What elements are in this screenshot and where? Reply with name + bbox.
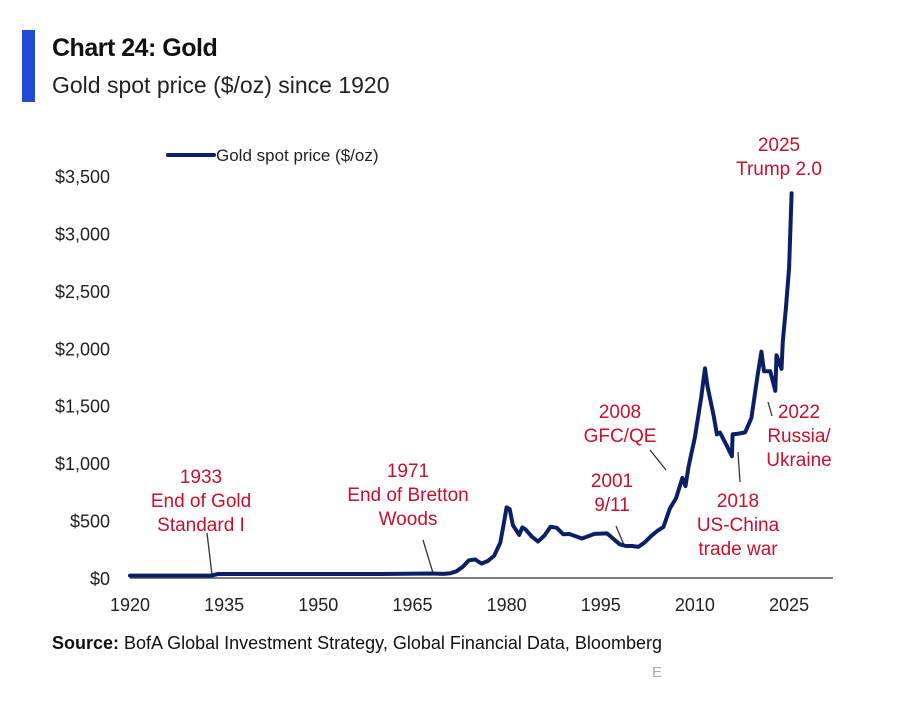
annotation-2008: 2008 GFC/QE <box>584 402 657 447</box>
annotation-leader-2001 <box>615 525 625 546</box>
y-tick-label: $2,000 <box>55 339 110 359</box>
annotation-text: 1933 <box>180 467 222 488</box>
annotation-2022: 2022 Russia/Ukraine <box>766 402 831 471</box>
annotation-leader-1933 <box>206 532 213 576</box>
annotation-leaders <box>206 401 773 576</box>
x-tick-label: 1950 <box>298 595 338 615</box>
annotation-leader-1971 <box>422 539 434 574</box>
annotations: 1933 End of Gold Standard I 1971 End of Bret… <box>151 135 832 560</box>
annotation-text: Trump 2.0 <box>736 159 822 180</box>
y-axis: $0 $500 $1,000 $1,500 $2,000 $2,500 $3,000 $3,5… <box>55 167 110 589</box>
annotation-text: GFC/QE <box>584 426 657 447</box>
annotation-text: 2001 <box>591 471 633 492</box>
x-tick-label: 1965 <box>392 595 432 615</box>
x-axis: 1920 1935 1950 1965 1980 1995 2010 2025 <box>110 595 809 615</box>
x-tick-label: 1935 <box>204 595 244 615</box>
y-tick-label: $1,500 <box>55 397 110 417</box>
annotation-text: Russia/ <box>767 426 831 447</box>
annotation-text: 1971 <box>387 461 429 482</box>
annotation-text: Woods <box>379 509 438 530</box>
legend-label: Gold spot price ($/oz) <box>216 146 379 165</box>
annotation-text: Ukraine <box>766 450 831 471</box>
series-line-gold-spot <box>128 191 794 578</box>
annotation-leader-2018 <box>737 451 741 483</box>
footer-mark: E <box>652 664 663 681</box>
annotation-text: US-China <box>697 515 780 536</box>
y-tick-label: $3,500 <box>55 167 110 187</box>
chart-subtitle: Gold spot price ($/oz) since 1920 <box>52 72 390 98</box>
annotation-2025: 2025 Trump 2.0 <box>736 135 822 180</box>
x-tick-label: 1980 <box>487 595 527 615</box>
annotation-text: 2022 <box>778 402 820 423</box>
annotation-text: Standard I <box>157 515 245 536</box>
annotation-leader-2008 <box>649 449 667 471</box>
source-text: BofA Global Investment Strategy, Global … <box>119 633 662 653</box>
annotation-leader-2022 <box>767 401 773 417</box>
annotation-1933: 1933 End of Gold Standard I <box>151 467 251 536</box>
annotation-2001: 2001 9/11 <box>591 471 633 516</box>
annotation-text: 2025 <box>758 135 800 156</box>
y-tick-label: $2,500 <box>55 282 110 302</box>
x-tick-label: 2010 <box>675 595 715 615</box>
x-tick-label: 2025 <box>769 595 809 615</box>
x-tick-label: 1920 <box>110 595 150 615</box>
source-label: Source: <box>52 633 120 653</box>
annotation-text: End of Bretton <box>347 485 468 506</box>
annotation-text: End of Gold <box>151 491 251 512</box>
annotation-text: 2008 <box>599 402 641 423</box>
annotation-2018: 2018 US-China trade war <box>697 491 780 560</box>
y-tick-label: $1,000 <box>55 454 110 474</box>
annotation-text: 9/11 <box>594 495 630 516</box>
legend: Gold spot price ($/oz) <box>166 146 379 165</box>
y-tick-label: $0 <box>90 569 110 589</box>
annotation-text: 2018 <box>717 491 759 512</box>
source-note: Source: BofA Global Investment Strategy,… <box>52 633 662 654</box>
chart-title: Chart 24: Gold <box>52 34 218 62</box>
x-tick-label: 1995 <box>581 595 621 615</box>
annotation-text: trade war <box>698 539 778 560</box>
y-tick-label: $3,000 <box>55 224 110 244</box>
annotation-1971: 1971 End of Bretton Woods <box>347 461 468 530</box>
y-tick-label: $500 <box>70 512 110 532</box>
title-accent-bar <box>22 30 35 102</box>
